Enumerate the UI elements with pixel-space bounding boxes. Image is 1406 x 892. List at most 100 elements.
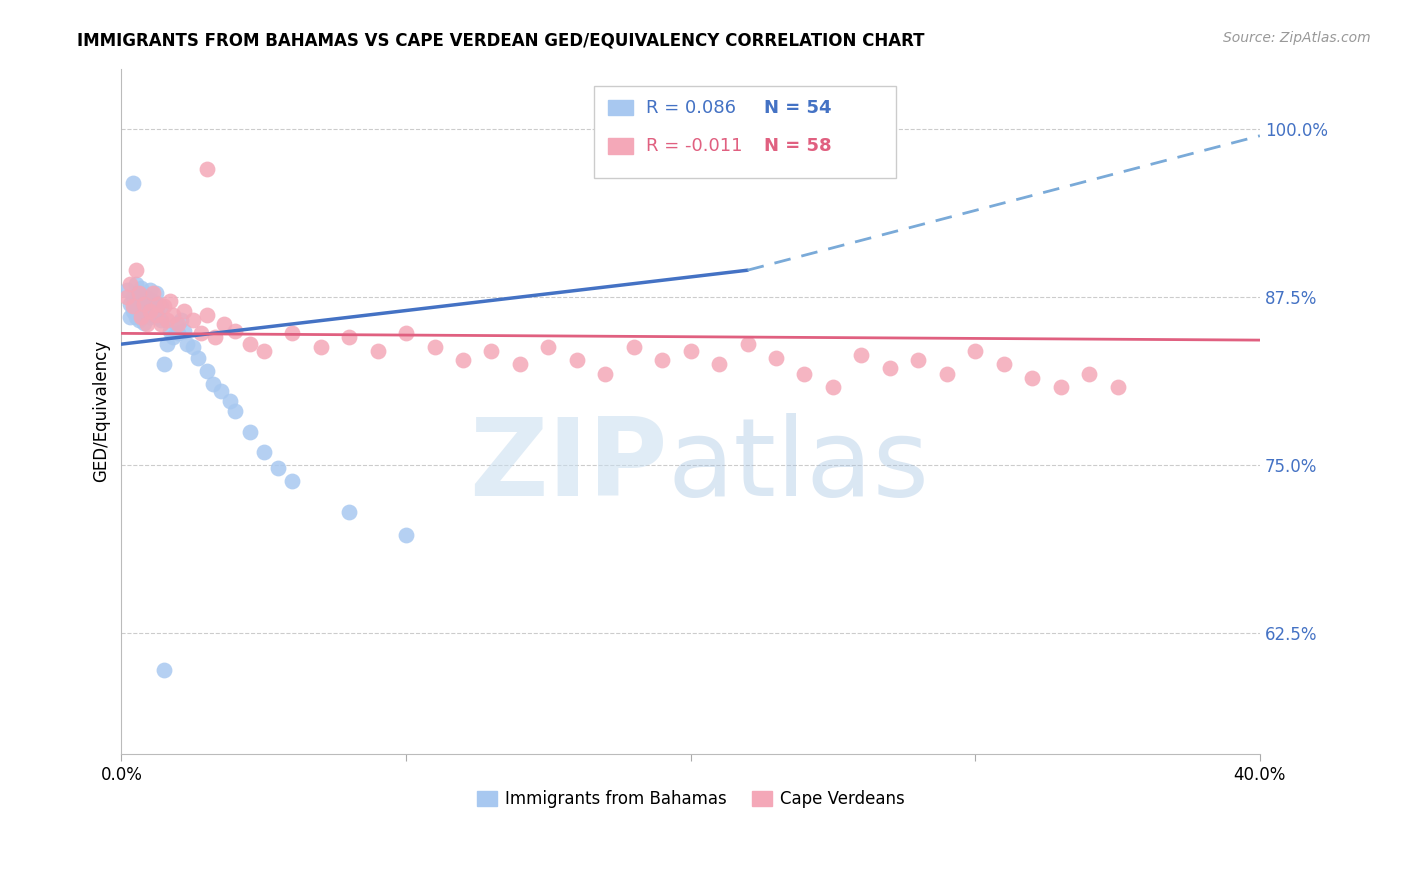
Point: [124, 310, 146, 325]
Point: [181, 313, 204, 327]
Point: [1049, 380, 1071, 394]
Point: [159, 294, 181, 309]
Text: atlas: atlas: [668, 413, 929, 519]
Point: [159, 324, 181, 338]
Point: [118, 297, 141, 311]
Point: [136, 305, 159, 319]
Point: [145, 308, 167, 322]
Point: [267, 460, 290, 475]
Legend: Immigrants from Bahamas, Cape Verdeans: Immigrants from Bahamas, Cape Verdeans: [470, 783, 911, 814]
Point: [176, 337, 198, 351]
Point: [139, 284, 162, 298]
Point: [128, 300, 150, 314]
Point: [281, 475, 304, 489]
Point: [142, 286, 165, 301]
Text: N = 58: N = 58: [763, 137, 831, 155]
Point: [993, 357, 1015, 371]
Point: [851, 348, 873, 362]
Point: [337, 330, 360, 344]
Point: [150, 317, 173, 331]
Point: [204, 330, 226, 344]
Point: [765, 351, 787, 365]
Point: [737, 337, 759, 351]
Point: [124, 263, 146, 277]
Point: [156, 337, 179, 351]
Point: [167, 326, 190, 341]
Point: [134, 289, 156, 303]
Point: [150, 313, 173, 327]
Point: [162, 308, 184, 322]
Point: [209, 384, 232, 399]
FancyBboxPatch shape: [593, 86, 896, 178]
Point: [131, 308, 153, 322]
Point: [153, 663, 176, 677]
Point: [451, 353, 474, 368]
Text: Source: ZipAtlas.com: Source: ZipAtlas.com: [1223, 31, 1371, 45]
Point: [148, 310, 170, 325]
Point: [224, 324, 246, 338]
Point: [115, 284, 138, 298]
Point: [173, 303, 195, 318]
Bar: [607, 100, 633, 115]
Point: [821, 380, 844, 394]
Point: [965, 343, 987, 358]
Point: [1021, 370, 1043, 384]
Point: [148, 297, 170, 311]
Point: [145, 303, 167, 318]
Point: [218, 393, 240, 408]
Point: [124, 277, 146, 291]
Text: ZIP: ZIP: [470, 413, 668, 519]
Text: R = 0.086: R = 0.086: [647, 99, 737, 117]
Point: [212, 317, 235, 331]
Point: [153, 300, 176, 314]
Point: [1107, 380, 1129, 394]
Point: [337, 505, 360, 519]
Point: [195, 308, 218, 322]
Point: [128, 313, 150, 327]
Point: [139, 303, 162, 318]
Point: [153, 357, 176, 371]
Point: [187, 351, 209, 365]
Point: [156, 313, 179, 327]
Point: [935, 367, 957, 381]
Point: [142, 308, 165, 322]
Bar: [607, 138, 633, 153]
Point: [121, 303, 143, 318]
Point: [131, 294, 153, 309]
Point: [136, 317, 159, 331]
Point: [367, 343, 389, 358]
Point: [623, 340, 645, 354]
Point: [128, 286, 150, 301]
Point: [651, 353, 673, 368]
Point: [509, 357, 531, 371]
Point: [118, 277, 141, 291]
Point: [201, 377, 224, 392]
Point: [165, 317, 187, 331]
Point: [134, 297, 156, 311]
Point: [423, 340, 446, 354]
Point: [238, 425, 260, 439]
Point: [309, 340, 332, 354]
Point: [121, 176, 143, 190]
Point: [879, 361, 901, 376]
Point: [195, 364, 218, 378]
Point: [537, 340, 560, 354]
Point: [238, 337, 260, 351]
Point: [131, 310, 153, 325]
Y-axis label: GED/Equivalency: GED/Equivalency: [93, 341, 110, 483]
Point: [395, 528, 418, 542]
Point: [145, 286, 167, 301]
Point: [173, 324, 195, 338]
Point: [481, 343, 503, 358]
Point: [136, 292, 159, 306]
Point: [679, 343, 702, 358]
Point: [170, 313, 193, 327]
Point: [224, 404, 246, 418]
Point: [793, 367, 815, 381]
Point: [124, 297, 146, 311]
Point: [253, 343, 276, 358]
Point: [139, 310, 162, 325]
Point: [190, 326, 212, 341]
Point: [150, 300, 173, 314]
Point: [118, 310, 141, 325]
